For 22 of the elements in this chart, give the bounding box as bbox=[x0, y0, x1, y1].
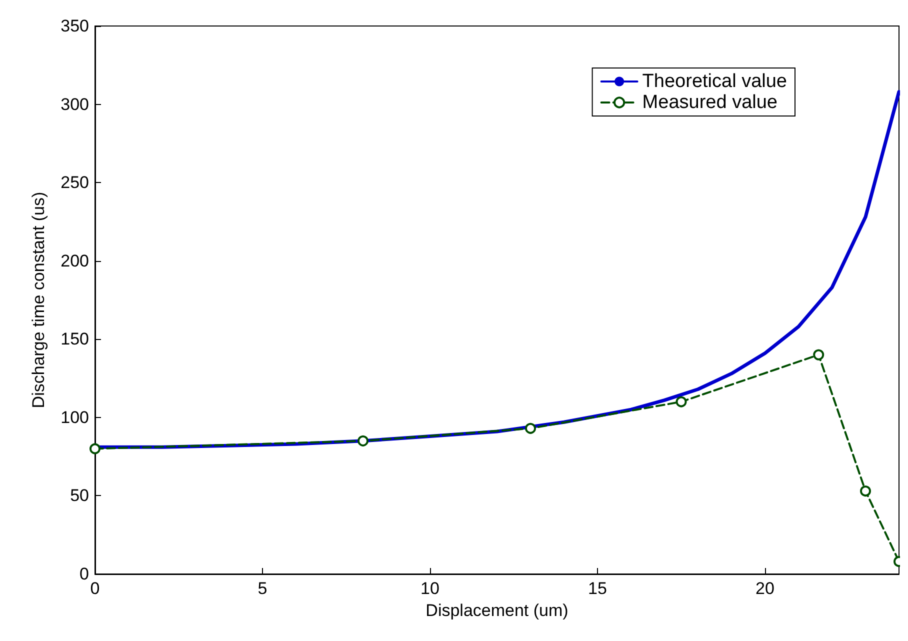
x-tick-label: 10 bbox=[420, 579, 440, 598]
y-tick-label: 50 bbox=[70, 486, 89, 506]
y-tick-label: 100 bbox=[60, 408, 89, 427]
y-tick-label: 200 bbox=[60, 251, 89, 270]
x-axis-title: Displacement (um) bbox=[426, 600, 568, 620]
legend-label: Measured value bbox=[642, 92, 778, 113]
point bbox=[676, 396, 687, 408]
y-tick-label: 250 bbox=[60, 173, 89, 192]
point bbox=[813, 349, 824, 360]
y-tick-label: 300 bbox=[60, 94, 89, 114]
x-tick-label: 5 bbox=[258, 579, 268, 598]
legend-label: Theoretical value bbox=[642, 71, 788, 92]
x-tick-label: 15 bbox=[588, 579, 607, 598]
x-tick-label: 20 bbox=[756, 579, 774, 598]
point bbox=[860, 486, 871, 497]
point bbox=[358, 435, 368, 446]
point bbox=[90, 443, 100, 454]
point bbox=[525, 422, 536, 434]
y-axis-title: Discharge time constant (us) bbox=[29, 192, 48, 408]
y-tick-label: 150 bbox=[60, 330, 89, 349]
y-tick-label: 350 bbox=[60, 16, 89, 36]
y-tick-label: 0 bbox=[80, 564, 89, 584]
